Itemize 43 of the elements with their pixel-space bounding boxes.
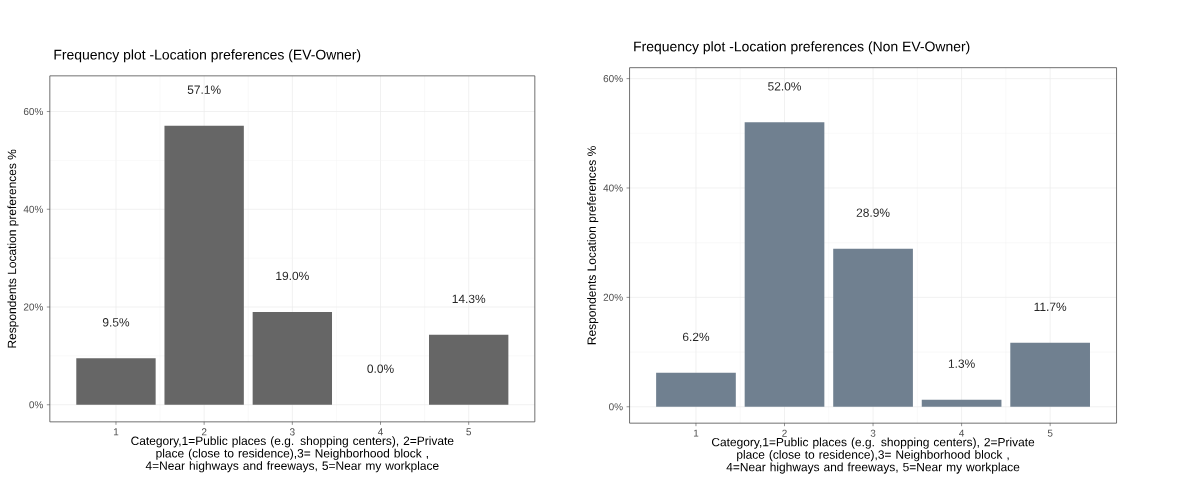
data-label: 9.5% bbox=[102, 318, 130, 327]
bar bbox=[833, 248, 913, 407]
x-tick-label: 4 bbox=[377, 428, 383, 436]
bar bbox=[656, 372, 736, 407]
bar bbox=[164, 125, 244, 405]
x-axis-title: Category,1=Public places (e.g. shopping centers), 2=Private place (close to residence),3= Neighborhood block , 4=Near highways and freeways, 5=Near my workplace bbox=[131, 436, 454, 473]
y-tick-label: 60% bbox=[603, 75, 623, 83]
bar bbox=[744, 122, 825, 407]
data-label: 0.0% bbox=[367, 364, 394, 373]
bar bbox=[1010, 342, 1090, 407]
y-axis-title: Respondents Location preferences % bbox=[587, 146, 599, 345]
data-label: 28.9% bbox=[856, 208, 890, 217]
x-tick-label: 5 bbox=[1047, 429, 1053, 437]
y-tick-label: 0% bbox=[29, 401, 43, 409]
x-tick-label: 2 bbox=[782, 429, 787, 437]
x-tick-label: 3 bbox=[289, 428, 295, 436]
data-label: 1.3% bbox=[948, 359, 975, 368]
data-label: 6.2% bbox=[682, 332, 710, 342]
y-tick-label: 0% bbox=[609, 403, 623, 411]
bar bbox=[429, 334, 509, 405]
bar bbox=[921, 399, 1002, 407]
x-tick-label: 4 bbox=[959, 429, 965, 437]
data-label: 19.0% bbox=[276, 271, 309, 281]
x-axis-title: Category,1=Public places (e.g. shopping centers), 2=Private place (close to residence),3= Neighborhood block , 4=Near highways and freeways, 5=Near my workplace bbox=[711, 437, 1035, 474]
y-axis-title: Respondents Location preferences % bbox=[7, 149, 19, 348]
y-tick-label: 40% bbox=[23, 205, 43, 213]
chart-title: Frequency plot -Location preferences (Non EV-Owner) bbox=[634, 41, 970, 55]
data-label: 11.7% bbox=[1034, 302, 1067, 311]
x-tick-label: 1 bbox=[113, 428, 119, 436]
x-tick-label: 1 bbox=[693, 429, 699, 437]
data-label: 57.1% bbox=[187, 85, 221, 94]
x-tick-label: 2 bbox=[201, 428, 207, 436]
bar bbox=[76, 358, 156, 405]
y-tick-label: 20% bbox=[603, 293, 623, 301]
x-tick-label: 3 bbox=[870, 429, 876, 437]
data-label: 52.0% bbox=[768, 82, 802, 91]
data-label: 14.3% bbox=[452, 294, 486, 304]
y-tick-label: 60% bbox=[23, 108, 43, 116]
x-tick-label: 5 bbox=[466, 428, 472, 436]
y-tick-label: 20% bbox=[23, 303, 43, 311]
chart-title: Frequency plot -Location preferences (EV-Owner) bbox=[54, 49, 361, 63]
y-tick-label: 40% bbox=[603, 184, 623, 192]
bar bbox=[252, 311, 333, 405]
